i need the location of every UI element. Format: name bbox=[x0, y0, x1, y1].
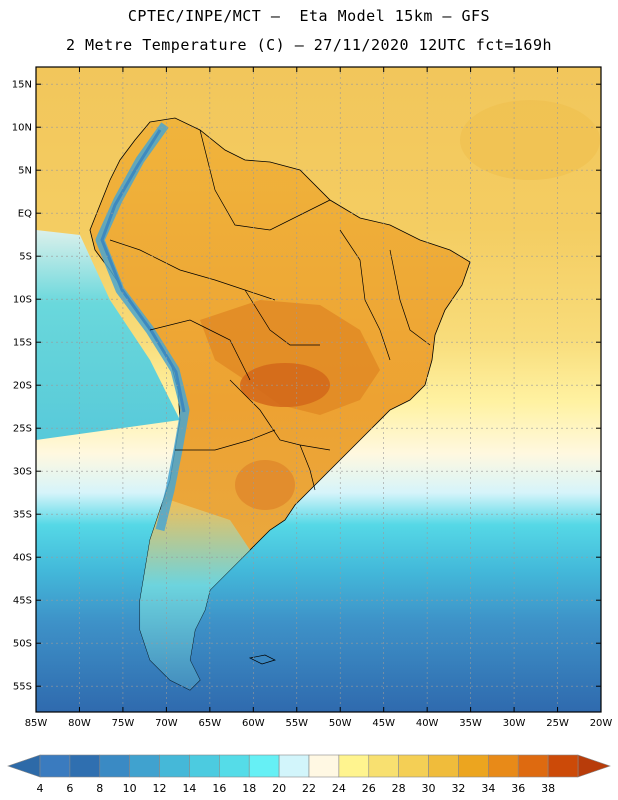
lat-tick-label: 35S bbox=[13, 510, 32, 521]
colorbar-label: 34 bbox=[481, 782, 495, 795]
pacific-cool-water bbox=[36, 230, 180, 440]
colorbar-swatch bbox=[129, 754, 160, 778]
hot-core-region bbox=[200, 300, 380, 415]
argentina-warm-spot bbox=[235, 460, 295, 510]
lat-tick-label: 30S bbox=[13, 467, 32, 478]
colorbar-label: 18 bbox=[242, 782, 256, 795]
latitude-axis: 15N 10N 5N EQ 5S 10S 15S 20S 25S 30S 35S 40S 45S 50S 5… bbox=[12, 80, 601, 693]
colorbar-label: 36 bbox=[511, 782, 525, 795]
lat-tick-label: 40S bbox=[13, 553, 32, 564]
colorbar-swatch bbox=[39, 754, 71, 778]
colorbar-swatch bbox=[219, 754, 250, 778]
lat-tick-label: 5N bbox=[18, 166, 32, 177]
colorbar-swatch bbox=[458, 754, 489, 778]
colorbar-label: 14 bbox=[182, 782, 196, 795]
map-title-line-2: 2 Metre Temperature (C) – 27/11/2020 12U… bbox=[65, 36, 553, 54]
lat-tick-label: 20S bbox=[13, 381, 32, 392]
lat-tick-label: 15N bbox=[12, 80, 32, 91]
lon-tick-label: 40W bbox=[416, 718, 439, 729]
lat-tick-label: 50S bbox=[13, 639, 32, 650]
colorbar-swatch bbox=[517, 754, 549, 778]
colorbar-swatch bbox=[398, 754, 429, 778]
colorbar-right-arrow bbox=[577, 754, 611, 778]
colorbar-label: 32 bbox=[451, 782, 465, 795]
map-title-line-1: CPTEC/INPE/MCT – Eta Model 15km – GFS bbox=[127, 7, 491, 25]
colorbar-label: 20 bbox=[272, 782, 286, 795]
atlantic-warm-patch bbox=[460, 100, 600, 180]
colorbar-swatch bbox=[159, 754, 190, 778]
lon-tick-label: 20W bbox=[590, 718, 613, 729]
colorbar-label: 6 bbox=[66, 782, 73, 795]
colorbar-swatch bbox=[338, 754, 370, 778]
colorbar-label: 16 bbox=[212, 782, 226, 795]
lon-tick-label: 50W bbox=[329, 718, 352, 729]
lat-tick-label: 25S bbox=[13, 424, 32, 435]
colorbar-label: 28 bbox=[392, 782, 406, 795]
lon-tick-label: 80W bbox=[68, 718, 91, 729]
lon-tick-label: 30W bbox=[503, 718, 526, 729]
map-frame bbox=[35, 66, 602, 713]
colorbar-swatch bbox=[99, 754, 130, 778]
lon-tick-label: 65W bbox=[199, 718, 222, 729]
colorbar-swatch bbox=[308, 754, 340, 778]
lat-tick-label: 10S bbox=[13, 295, 32, 306]
colorbar-swatch bbox=[248, 754, 280, 778]
hottest-spot bbox=[240, 363, 330, 407]
lon-tick-label: 35W bbox=[459, 718, 482, 729]
colorbar-swatch bbox=[488, 754, 519, 778]
lon-tick-label: 55W bbox=[285, 718, 308, 729]
patagonia-cool-region bbox=[140, 500, 250, 690]
colorbar-label: 38 bbox=[541, 782, 555, 795]
colorbar-label: 26 bbox=[362, 782, 376, 795]
falkland-islands bbox=[248, 654, 276, 665]
colorbar-label: 12 bbox=[153, 782, 167, 795]
temperature-colorbar: 4 6 8 10 12 14 16 18 20 22 24 26 28 30 32 34 36 38 bbox=[7, 754, 611, 795]
colorbar-label: 24 bbox=[332, 782, 346, 795]
colorbar-swatch bbox=[368, 754, 399, 778]
lat-tick-label: 10N bbox=[12, 123, 32, 134]
lon-tick-label: 85W bbox=[25, 718, 48, 729]
colorbar-label: 30 bbox=[422, 782, 436, 795]
lat-tick-label: 15S bbox=[13, 338, 32, 349]
lat-lon-grid bbox=[35, 67, 602, 712]
colorbar-swatch bbox=[547, 754, 579, 778]
lon-tick-label: 75W bbox=[112, 718, 135, 729]
lon-tick-label: 60W bbox=[242, 718, 265, 729]
lat-tick-label: EQ bbox=[18, 209, 32, 220]
lon-tick-label: 25W bbox=[546, 718, 569, 729]
colorbar-label: 22 bbox=[302, 782, 316, 795]
longitude-axis: 85W 80W 75W 70W 65W 60W 55W 50W 45W 40W 35W 30W 25W 2… bbox=[25, 67, 613, 729]
lon-tick-label: 45W bbox=[372, 718, 395, 729]
colorbar-swatch bbox=[69, 754, 101, 778]
lon-tick-label: 70W bbox=[155, 718, 178, 729]
colorbar-swatch bbox=[278, 754, 310, 778]
lat-tick-label: 55S bbox=[13, 682, 32, 693]
lat-tick-label: 5S bbox=[19, 252, 32, 263]
country-borders bbox=[109, 129, 431, 491]
colorbar-label: 4 bbox=[37, 782, 44, 795]
lat-tick-label: 45S bbox=[13, 596, 32, 607]
andes-cold-ridge-core bbox=[100, 129, 186, 413]
colorbar-left-arrow bbox=[7, 754, 41, 778]
colorbar-label: 10 bbox=[123, 782, 137, 795]
colorbar-swatch bbox=[428, 754, 459, 778]
colorbar-label: 8 bbox=[96, 782, 103, 795]
colorbar-swatch bbox=[189, 754, 220, 778]
